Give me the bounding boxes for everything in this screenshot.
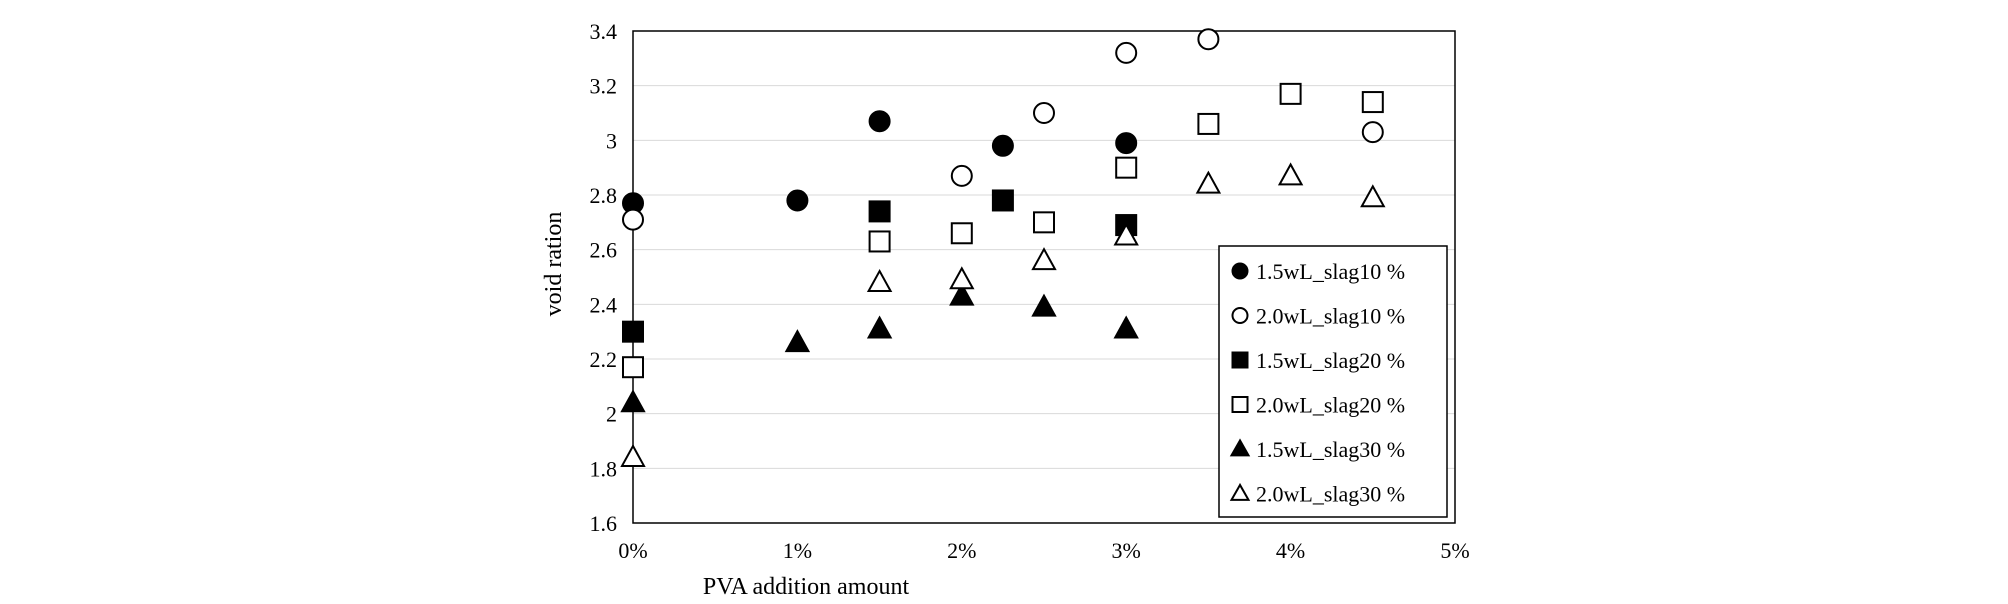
data-point [622,208,644,231]
legend-marker [1231,396,1249,413]
data-point [950,222,973,245]
x-tick-label: 4% [1276,538,1305,563]
data-point [620,389,646,413]
y-tick-label: 3.2 [590,74,618,99]
data-point [622,356,644,379]
legend-marker [1231,351,1249,369]
data-point [1115,41,1138,64]
data-points [620,28,1386,467]
data-point [866,268,893,293]
legend-marker [1231,307,1249,324]
legend-box [1218,245,1448,518]
data-point [868,230,891,253]
legend-marker [1229,482,1251,501]
data-point [1361,91,1384,114]
data-point [991,189,1014,212]
data-point [949,266,975,290]
data-point [1113,222,1139,246]
legend-marker [1229,438,1251,457]
data-point [868,110,891,133]
y-tick-label: 3 [606,128,617,153]
y-axis-label: void ration [541,212,567,317]
data-point [868,200,891,223]
data-point [1361,121,1384,144]
data-point [1033,211,1055,234]
legend-marker [1231,262,1249,280]
data-point [1031,293,1057,317]
y-tick-label: 2.4 [590,292,618,317]
y-tick-label: 2.6 [590,238,618,263]
data-point [1115,156,1138,179]
x-axis-label: PVA addition amount [703,574,910,600]
legend: 1.5wL_slag10 % 2.0wL_slag10 % 1.5wL_slag20… [1218,245,1448,518]
legend-label: 1.5wL_slag30 % [1256,437,1405,462]
y-tick-label: 2 [606,402,617,427]
x-tick-label: 0% [618,538,647,563]
data-point [622,320,644,343]
y-tick-label: 1.6 [590,511,618,536]
axes [632,30,1456,524]
plot-frame [632,30,1456,524]
data-point [1197,112,1220,135]
legend-label: 1.5wL_slag10 % [1256,259,1405,284]
data-point [1279,82,1302,105]
data-point [949,282,975,306]
data-point [1195,170,1222,194]
data-point [1115,132,1138,155]
data-point [991,134,1014,157]
legend-label: 2.0wL_slag30 % [1256,482,1405,507]
data-point [1113,315,1139,339]
x-tick-label: 3% [1112,538,1141,563]
y-tick-label: 2.2 [590,347,618,372]
data-point [866,315,893,339]
data-point [1197,28,1220,51]
legend-label: 1.5wL_slag20 % [1256,348,1405,373]
x-tick-label: 5% [1440,538,1469,563]
y-tick-label: 2.8 [590,183,618,208]
data-point [1031,247,1057,271]
tick-labels: 1.6 1.8 2 2.2 2.4 2.6 2.8 3 3.2 3.4 0% 1% 2% 3% 4% 5% [590,19,1470,563]
x-tick-label: 2% [947,538,976,563]
legend-label: 2.0wL_slag20 % [1256,393,1405,418]
data-point [1277,162,1304,186]
data-point [620,443,646,467]
data-point [784,329,811,353]
y-tick-label: 3.4 [590,19,618,44]
data-point [1360,184,1386,208]
data-point [950,164,973,187]
data-point [786,189,809,212]
legend-label: 2.0wL_slag10 % [1256,304,1405,329]
x-tick-label: 1% [783,538,812,563]
y-tick-label: 1.8 [590,456,618,481]
data-point [1033,102,1055,124]
